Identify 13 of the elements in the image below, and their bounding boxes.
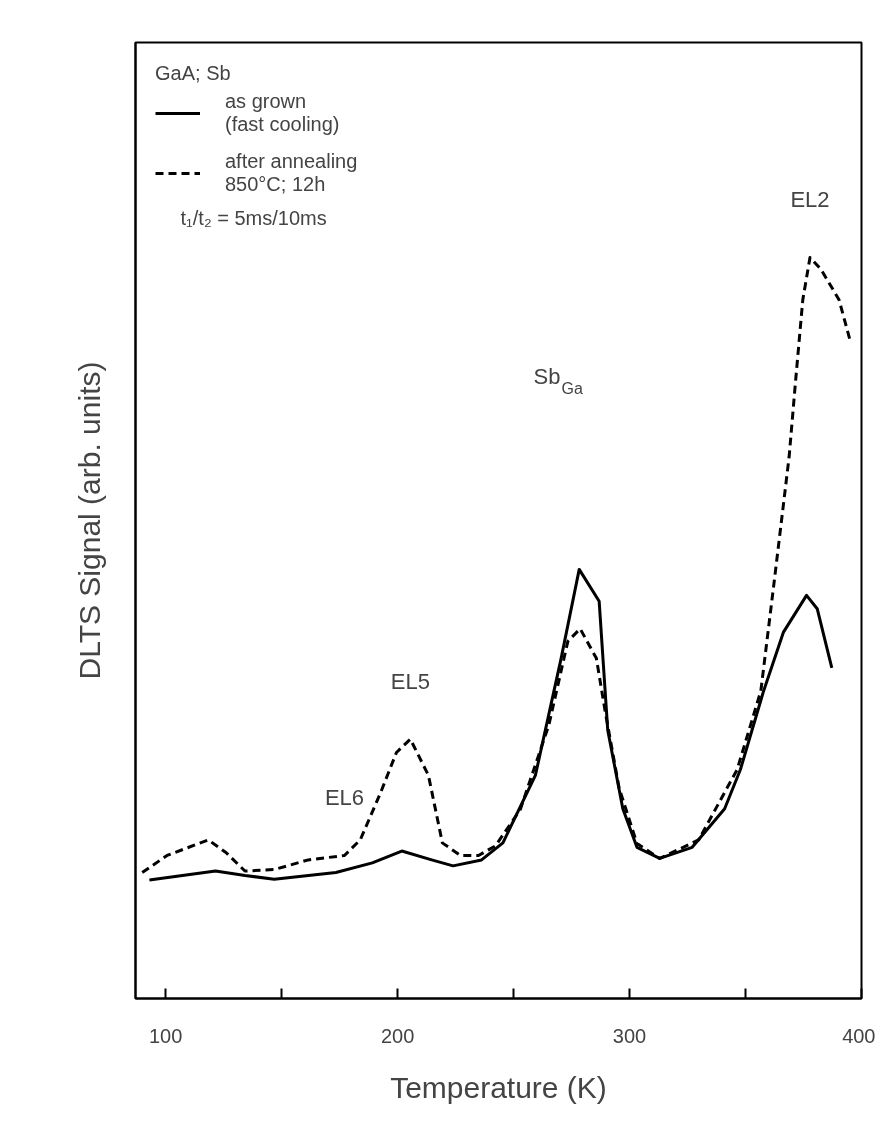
x-tick-label: 300 [612, 1024, 647, 1047]
annotation: EL6 [324, 785, 365, 811]
x-tick-label: 400 [842, 1024, 875, 1047]
text: t₁/t₂ = 5ms/10ms [180, 206, 327, 229]
annotation: EL5 [390, 669, 430, 695]
legend-label: as grown (fast cooling) [225, 90, 340, 136]
annotation: EL2 [790, 187, 830, 213]
x-axis-title: Temperature (K) [390, 1070, 607, 1104]
legend-title: GaA; Sb [155, 62, 232, 85]
x-tick-label: 200 [380, 1024, 415, 1047]
y-axis-title: DLTS Signal (arb. units) [72, 361, 106, 680]
x-tick-label: 100 [148, 1024, 183, 1047]
legend-label: after annealing 850°C; 12h [225, 150, 358, 196]
